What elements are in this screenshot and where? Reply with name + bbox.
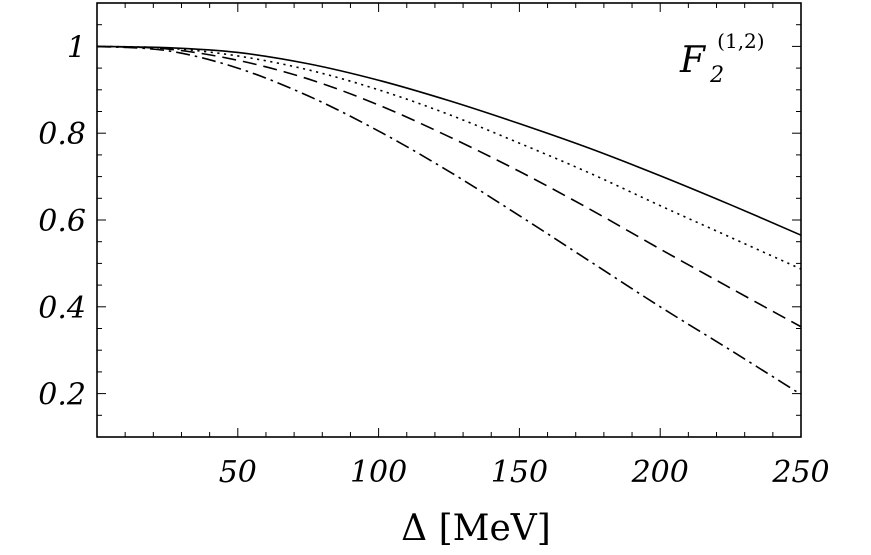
annotation-base: F [679,40,707,81]
ticks [97,3,802,438]
annotation-sup: (1,2) [717,29,764,53]
x-tick-label: 200 [631,455,689,490]
x-tick-labels: 50 100 150 200 250 [219,455,830,490]
x-tick-label: 100 [350,455,407,490]
x-axis-label: Δ [MeV] [401,508,551,549]
y-tick-label: 0.6 [38,204,86,239]
annotation-sub: 2 [709,63,724,88]
chart-annotation: F 2 (1,2) [679,29,765,88]
series-group [96,45,802,396]
series-line-dashed [96,45,802,328]
x-tick-label: 50 [219,455,257,490]
y-tick-label: 0.8 [38,117,86,152]
x-tick-label: 150 [491,455,548,490]
y-tick-label: 0.4 [38,291,86,326]
series-line-solid [96,45,802,236]
series-line-dashdot [96,45,802,396]
y-tick-label: 0.2 [38,378,86,413]
x-tick-label: 250 [771,455,829,490]
y-tick-labels: 0.2 0.4 0.6 0.8 1 [38,30,86,412]
y-tick-label: 1 [67,30,86,65]
